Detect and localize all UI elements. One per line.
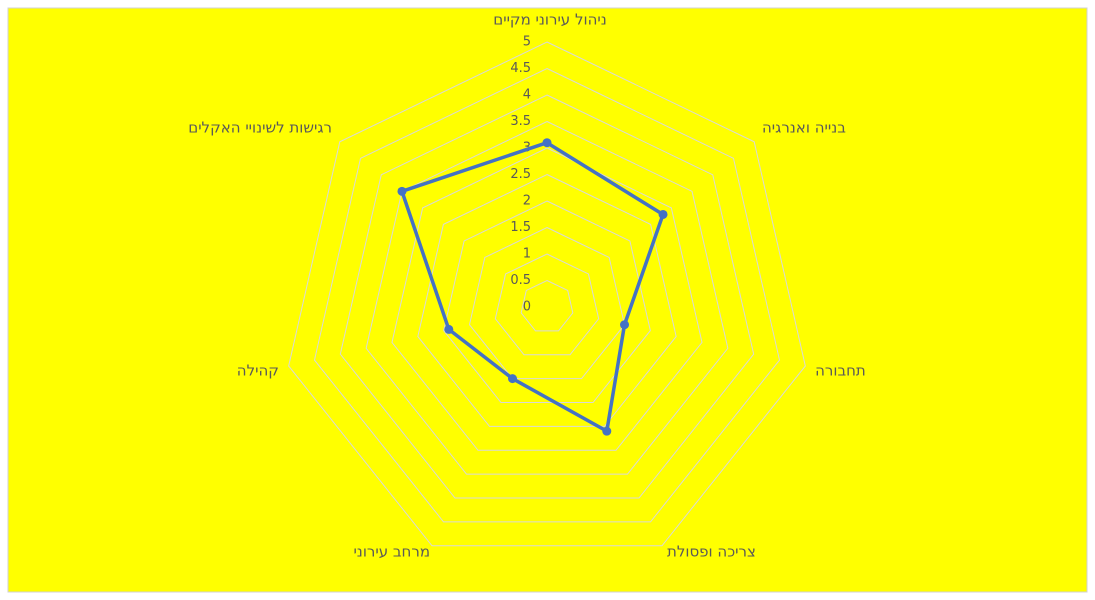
y-tick-label: 4 bbox=[523, 88, 531, 103]
grid-ring bbox=[494, 253, 600, 356]
category-label: בנייה ואנרגיה bbox=[762, 119, 846, 137]
chart-background bbox=[7, 7, 1088, 593]
data-point bbox=[444, 324, 454, 334]
grid-ring bbox=[313, 67, 781, 523]
category-label: רגישות לשינויי האקלים bbox=[188, 119, 332, 137]
y-tick-label: 2.5 bbox=[510, 167, 531, 182]
data-point bbox=[602, 426, 612, 436]
category-label: מרחב עירוני bbox=[353, 542, 430, 560]
data-point bbox=[508, 374, 518, 384]
y-tick-label: 0.5 bbox=[510, 273, 531, 288]
category-label: צריכה ופסולת bbox=[667, 542, 756, 560]
y-tick-label: 1 bbox=[523, 247, 531, 262]
y-tick-label: 3.5 bbox=[510, 114, 531, 129]
grid-ring bbox=[391, 147, 703, 451]
grid-ring bbox=[443, 200, 651, 404]
data-point bbox=[542, 138, 552, 148]
y-tick-label: 5 bbox=[523, 35, 531, 50]
data-point bbox=[620, 320, 630, 330]
category-label: קהילה bbox=[237, 361, 279, 379]
category-label: ניהול עירוני מקיים bbox=[493, 11, 606, 29]
category-label: תחבורה bbox=[815, 361, 866, 379]
y-tick-label: 1.5 bbox=[510, 220, 531, 235]
y-tick-label: 2 bbox=[523, 194, 531, 209]
grid-ring bbox=[339, 94, 755, 499]
grid-ring bbox=[468, 226, 626, 380]
grid-ring bbox=[365, 120, 729, 475]
data-point bbox=[397, 186, 407, 196]
y-tick-label: 0 bbox=[523, 300, 531, 315]
grid-ring bbox=[288, 41, 806, 547]
series-line bbox=[400, 140, 665, 433]
data-point bbox=[658, 209, 668, 219]
grid-ring bbox=[520, 279, 574, 332]
y-tick-label: 4.5 bbox=[510, 61, 531, 76]
